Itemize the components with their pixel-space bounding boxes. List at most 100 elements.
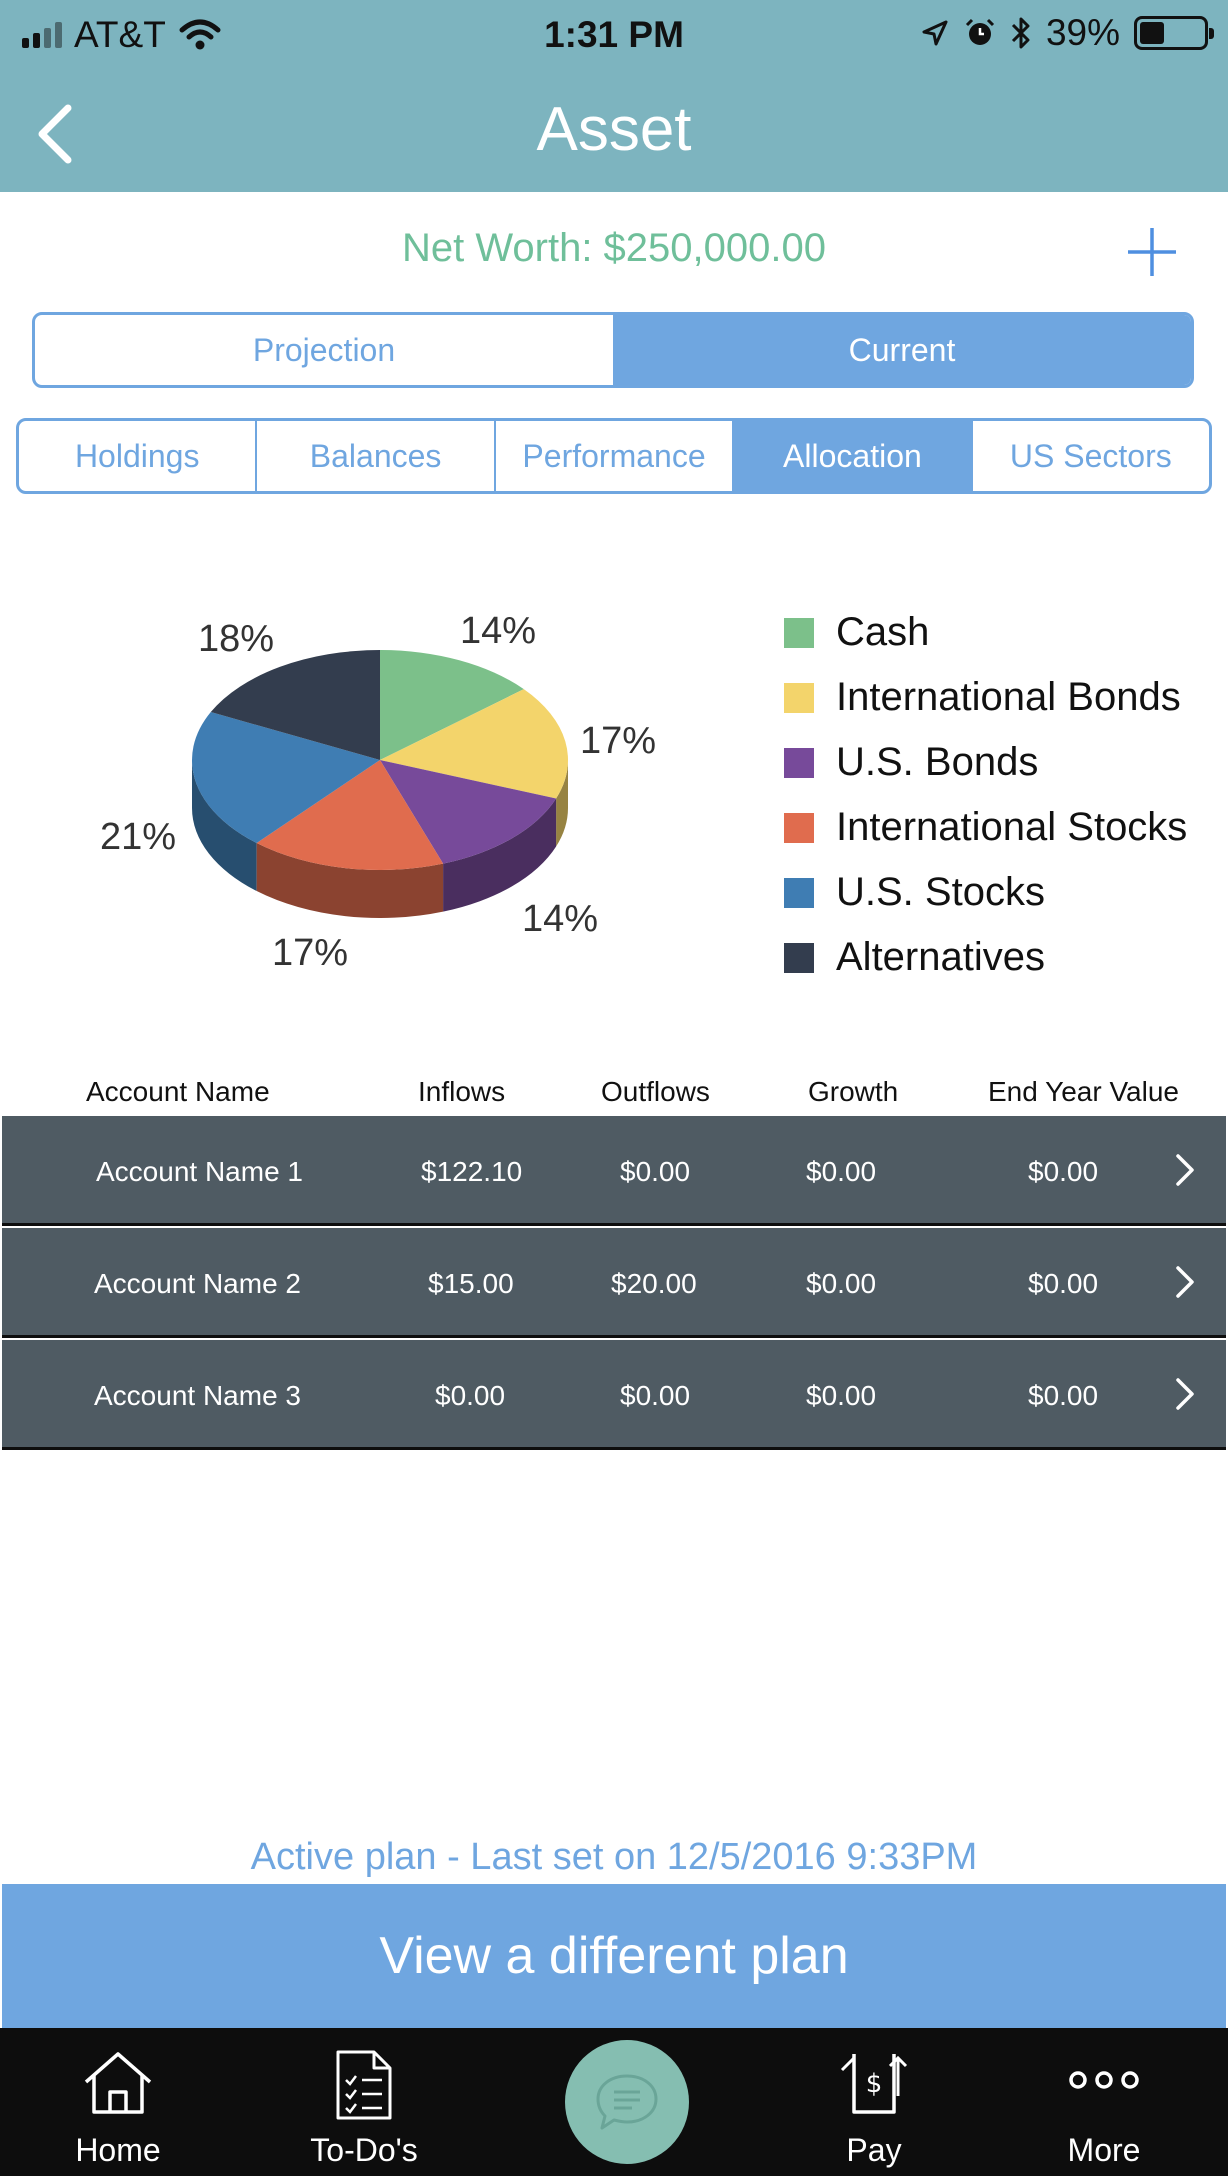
header-outflows: Outflows	[601, 1076, 710, 1107]
pie-slice-u-s-bonds	[380, 760, 557, 864]
alarm-icon	[965, 18, 994, 45]
legend-swatch	[784, 747, 814, 778]
battery-percent: 39%	[1045, 12, 1120, 53]
tab-pay-label: Pay	[846, 2132, 902, 2168]
signal-icon	[22, 22, 62, 48]
pie-slice-cash	[380, 650, 524, 760]
legend-label: U.S. Stocks	[836, 870, 1045, 914]
svg-text:$: $	[866, 2069, 883, 2099]
table-row[interactable]: Account Name 1 $122.10 $0.00 $0.00 $0.00	[2, 1116, 1226, 1226]
pie-slice-international-stocks	[256, 760, 444, 870]
cell-growth: $0.00	[806, 1268, 877, 1299]
cell-outflows: $0.00	[620, 1380, 691, 1411]
cell-growth: $0.00	[806, 1156, 877, 1187]
cell-inflows: $15.00	[428, 1268, 514, 1299]
pie-label-cash: 14%	[460, 610, 537, 652]
pay-icon: $	[840, 2054, 908, 2114]
cell-account-name: Account Name 3	[94, 1380, 301, 1411]
pie-slice-international-bonds	[380, 689, 568, 799]
legend-item: U.S. Stocks	[784, 860, 1187, 925]
cell-inflows: $0.00	[435, 1380, 506, 1411]
cell-end-year-value: $0.00	[1028, 1380, 1099, 1411]
tab-home-label: Home	[75, 2132, 161, 2168]
chat-button[interactable]	[565, 2040, 689, 2164]
cell-growth: $0.00	[806, 1380, 877, 1411]
cell-outflows: $0.00	[620, 1156, 691, 1187]
toggle-current[interactable]: Current	[613, 315, 1191, 385]
pie-label-international-stocks: 17%	[272, 932, 349, 974]
cell-outflows: $20.00	[611, 1268, 697, 1299]
carrier-label: AT&T	[74, 14, 166, 55]
legend-swatch	[784, 812, 814, 843]
header-account-name: Account Name	[86, 1076, 270, 1107]
tab-pay[interactable]: $ Pay	[774, 2028, 974, 2176]
legend-label: International Bonds	[836, 675, 1181, 719]
legend-swatch	[784, 617, 814, 648]
legend-swatch	[784, 942, 814, 973]
cell-end-year-value: $0.00	[1028, 1156, 1099, 1187]
location-icon	[922, 20, 948, 46]
header-growth: Growth	[808, 1076, 899, 1107]
header-end-year-value: End Year Value	[988, 1076, 1179, 1107]
status-right-group: 39%	[920, 12, 1214, 54]
legend-swatch	[784, 682, 814, 713]
pie-slice-u-s-stocks	[191, 712, 380, 844]
tab-holdings[interactable]: Holdings	[74, 437, 200, 474]
add-button[interactable]	[1124, 224, 1180, 280]
pie-label-us-stocks: 21%	[100, 816, 177, 858]
chevron-right-icon	[1176, 1154, 1194, 1186]
pie-label-us-bonds: 14%	[522, 898, 599, 940]
tab-us-sectors[interactable]: US Sectors	[970, 421, 1209, 491]
tab-more[interactable]: More	[1004, 2028, 1204, 2176]
status-time: 1:31 PM	[544, 14, 684, 55]
pie-side-u-s-bonds	[443, 798, 557, 912]
table-row[interactable]: Account Name 3 $0.00 $0.00 $0.00 $0.00	[2, 1340, 1226, 1450]
legend-item: Cash	[784, 600, 1187, 665]
legend-label: International Stocks	[836, 805, 1188, 849]
pie-label-alternatives: 18%	[198, 618, 275, 660]
chat-icon	[596, 2074, 658, 2130]
chevron-right-icon	[1176, 1266, 1194, 1298]
tab-performance[interactable]: Performance	[493, 421, 732, 491]
chevron-left-icon	[38, 104, 72, 164]
net-worth-label: Net Worth: $250,000.00	[402, 226, 826, 270]
view-different-plan-button[interactable]: View a different plan	[2, 1884, 1226, 2028]
wifi-icon	[179, 19, 221, 50]
pie-side-international-stocks	[256, 843, 444, 918]
active-plan-status: Active plan - Last set on 12/5/2016 9:33…	[250, 1836, 978, 1878]
tab-more-label: More	[1067, 2132, 1141, 2168]
table-row[interactable]: Account Name 2 $15.00 $20.00 $0.00 $0.00	[2, 1228, 1226, 1338]
legend-item: International Bonds	[784, 665, 1187, 730]
back-button[interactable]	[28, 98, 88, 168]
more-icon	[1069, 2071, 1139, 2089]
legend-label: Alternatives	[836, 935, 1045, 979]
chart-legend: Cash International Bonds U.S. Bonds Inte…	[784, 600, 1187, 990]
chevron-right-icon	[1176, 1378, 1194, 1410]
detail-tabs: Holdings Balances Performance Allocation…	[16, 418, 1212, 494]
tab-allocation[interactable]: Allocation	[732, 421, 971, 491]
carrier-group: AT&T	[22, 14, 222, 56]
status-bar: AT&T 1:31 PM 39%	[0, 0, 1228, 70]
pie-label-international-bonds: 17%	[580, 720, 657, 762]
cell-inflows: $122.10	[421, 1156, 523, 1187]
plus-icon	[1128, 228, 1176, 276]
cell-account-name: Account Name 1	[96, 1156, 303, 1187]
cell-account-name: Account Name 2	[94, 1268, 301, 1299]
battery-fill	[1140, 22, 1165, 44]
checklist-icon	[336, 2050, 392, 2120]
table-header: Account Name Inflows Outflows Growth End…	[0, 1076, 1228, 1114]
legend-label: U.S. Bonds	[836, 740, 1039, 784]
pie-side-international-bonds	[556, 760, 568, 847]
legend-item: International Stocks	[784, 795, 1187, 860]
allocation-pie-chart	[191, 650, 568, 918]
view-toggle: Projection Current	[32, 312, 1194, 388]
toggle-projection[interactable]: Projection	[252, 331, 396, 368]
tab-todos[interactable]: To-Do's	[264, 2028, 464, 2176]
page-title: Asset	[536, 95, 692, 164]
legend-item: Alternatives	[784, 925, 1187, 990]
tab-balances[interactable]: Balances	[255, 421, 493, 491]
tab-home[interactable]: Home	[18, 2028, 218, 2176]
legend-swatch	[784, 877, 814, 908]
battery-icon	[1134, 16, 1214, 50]
top-bar: AT&T 1:31 PM 39% Asset	[0, 0, 1228, 192]
